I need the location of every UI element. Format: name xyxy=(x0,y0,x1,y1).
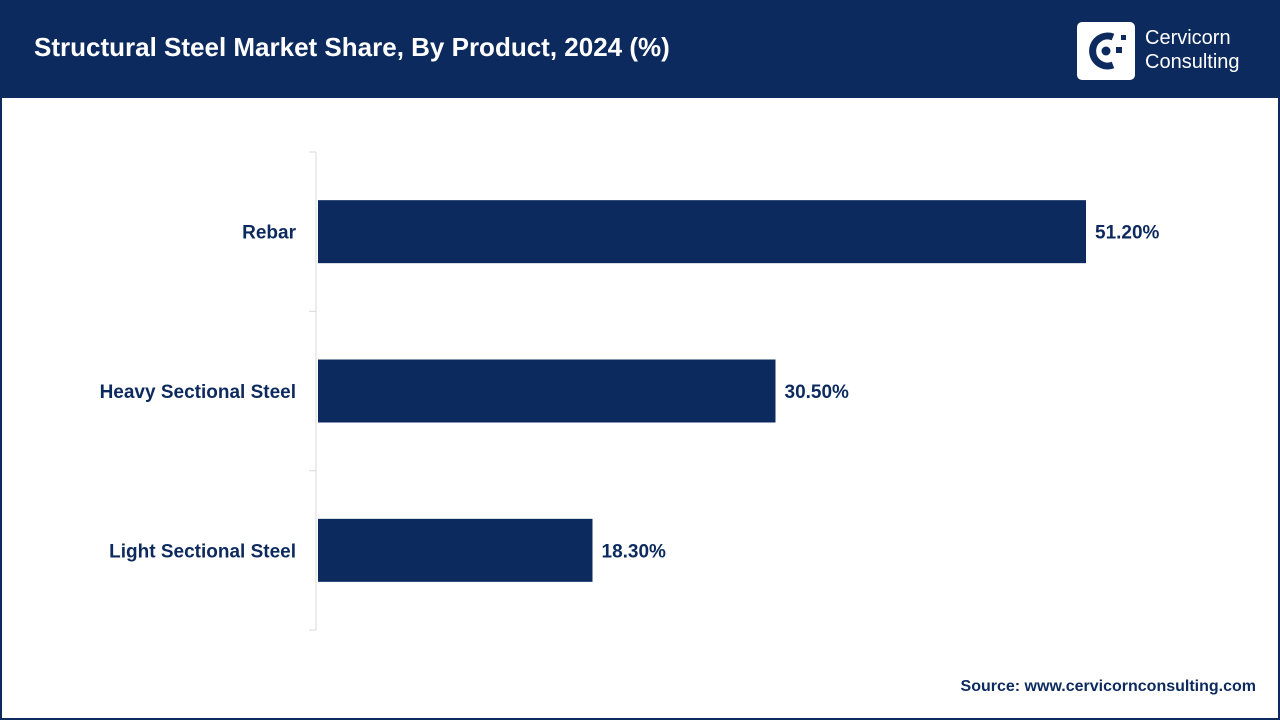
header-bar: Structural Steel Market Share, By Produc… xyxy=(2,2,1278,98)
bar-chart: Rebar 51.20% Heavy Sectional Steel 30.50% Li… xyxy=(100,151,1160,631)
bar xyxy=(318,200,1086,264)
bar xyxy=(318,359,776,423)
logo-line-1: Cervicorn xyxy=(1145,27,1231,49)
bar xyxy=(318,518,593,582)
logo-mark-icon xyxy=(1077,22,1135,80)
category-label: Heavy Sectional Steel xyxy=(100,382,296,403)
source-note: Source: www.cervicornconsulting.com xyxy=(960,678,1256,695)
logo-wordmark: Cervicorn Consulting xyxy=(1145,26,1240,74)
page-title: Structural Steel Market Share, By Produc… xyxy=(34,32,670,62)
logo-line-2: Consulting xyxy=(1145,51,1240,73)
data-label: 30.50% xyxy=(785,382,850,403)
data-label: 18.30% xyxy=(602,541,667,562)
category-label: Rebar xyxy=(242,223,296,244)
category-label: Light Sectional Steel xyxy=(109,541,296,562)
data-label: 51.20% xyxy=(1095,223,1160,244)
brand-logo: Cervicorn Consulting xyxy=(1077,20,1267,82)
